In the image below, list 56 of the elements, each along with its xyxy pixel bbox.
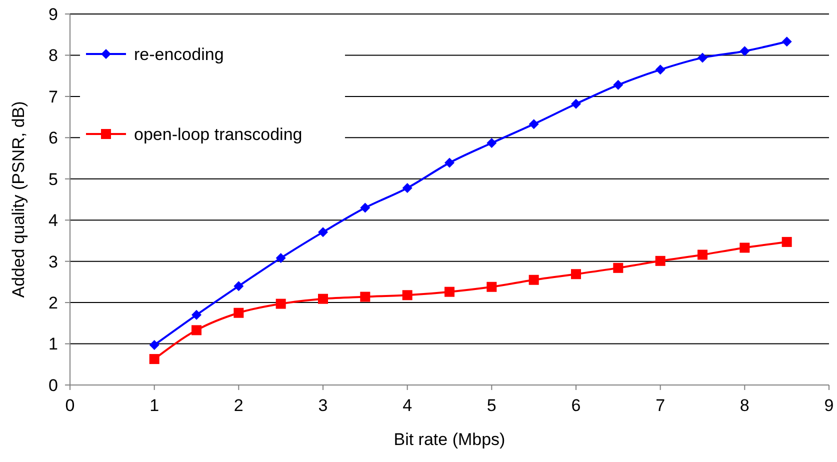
point <box>486 282 497 292</box>
point <box>444 286 454 297</box>
point <box>234 308 244 318</box>
x-tick-label: 5 <box>486 396 496 415</box>
x-tick-label: 6 <box>571 396 581 415</box>
legend-label: open-loop transcoding <box>134 125 302 144</box>
point <box>402 290 412 300</box>
point <box>740 242 750 253</box>
point <box>698 52 708 63</box>
point <box>571 98 581 109</box>
y-tick-label: 7 <box>48 87 58 106</box>
y-tick-label: 4 <box>48 211 58 230</box>
x-tick-label: 3 <box>318 396 328 415</box>
x-tick-label: 7 <box>656 396 666 415</box>
y-tick-label: 1 <box>48 334 58 354</box>
point <box>613 80 624 90</box>
x-tick-label: 9 <box>824 396 834 415</box>
x-tick-label: 8 <box>740 396 750 415</box>
x-tick-label: 1 <box>150 396 160 415</box>
point <box>318 294 328 304</box>
point <box>740 46 750 56</box>
point <box>234 281 244 292</box>
x-tick-label: 2 <box>234 396 244 415</box>
point <box>698 250 708 260</box>
y-tick-label: 9 <box>48 4 58 24</box>
point <box>276 253 286 264</box>
legend-label: re-encoding <box>134 45 224 64</box>
y-tick-label: 6 <box>48 128 58 148</box>
y-axis-title: Added quality (PSNR, dB) <box>9 101 28 298</box>
point <box>571 269 581 280</box>
y-tick-label: 0 <box>48 376 58 395</box>
y-tick-label: 5 <box>48 170 58 189</box>
point <box>276 298 286 309</box>
y-tick-label: 8 <box>48 46 58 66</box>
point <box>655 256 666 266</box>
point <box>360 292 370 302</box>
point <box>149 340 160 350</box>
point <box>613 262 624 273</box>
point <box>444 158 454 168</box>
point <box>318 227 328 238</box>
point <box>655 64 666 75</box>
point <box>782 36 792 47</box>
point <box>192 310 202 320</box>
point <box>149 354 160 364</box>
point <box>782 236 792 247</box>
point <box>360 202 370 213</box>
point <box>402 182 412 193</box>
x-tick-label: 0 <box>65 396 75 415</box>
x-tick-label: 4 <box>402 396 412 415</box>
point <box>486 138 497 148</box>
x-axis-title: Bit rate (Mbps) <box>394 430 506 449</box>
y-tick-label: 3 <box>48 252 58 272</box>
point <box>192 325 202 336</box>
point <box>528 119 539 130</box>
y-tick-label: 2 <box>48 294 58 313</box>
point <box>528 274 539 285</box>
